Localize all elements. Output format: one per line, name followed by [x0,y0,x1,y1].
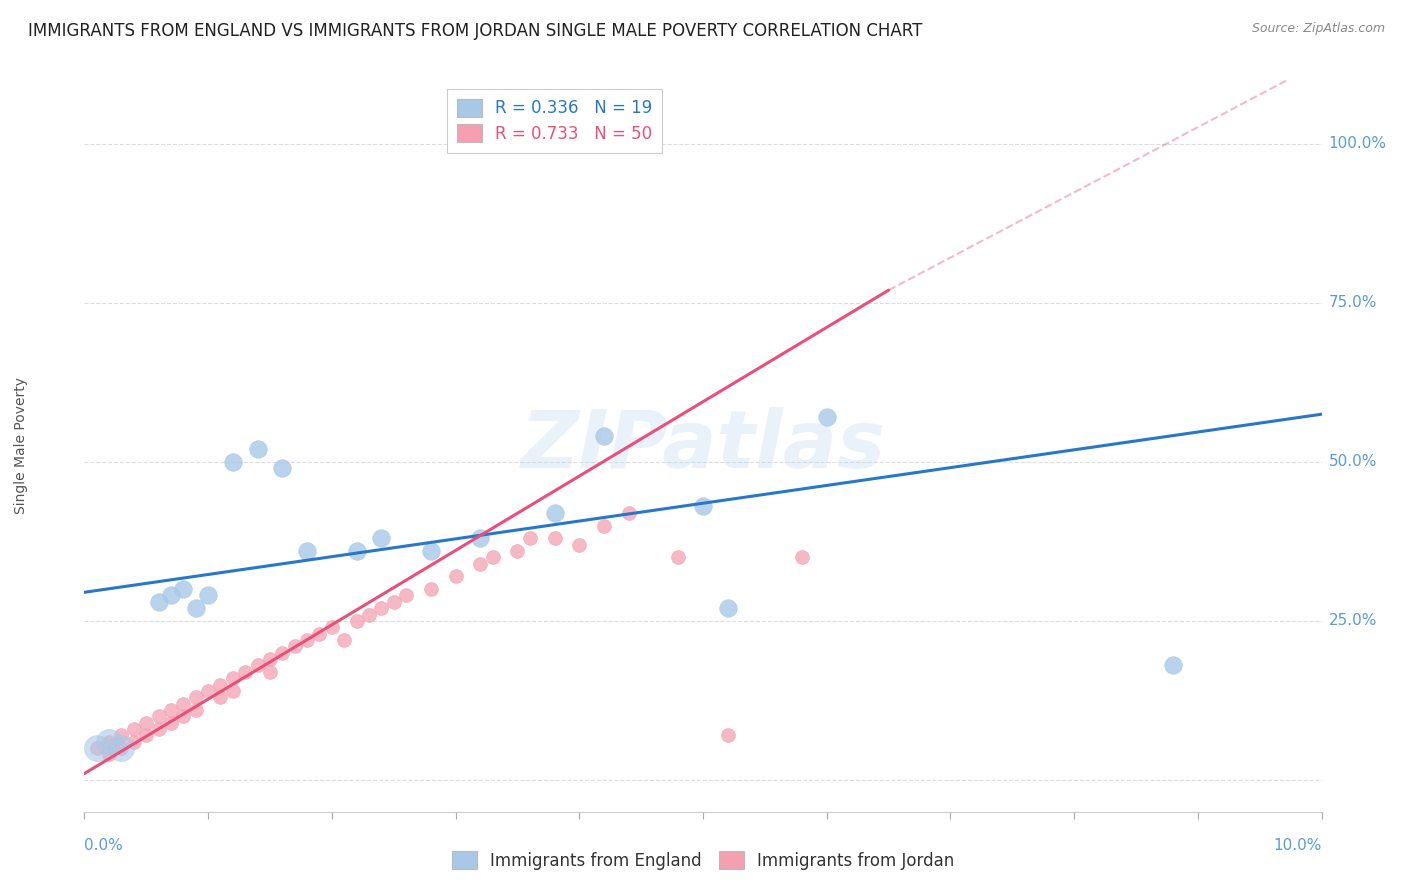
Point [209,677,232,691]
Text: IMMIGRANTS FROM ENGLAND VS IMMIGRANTS FROM JORDAN SINGLE MALE POVERTY CORRELATIO: IMMIGRANTS FROM ENGLAND VS IMMIGRANTS FR… [28,22,922,40]
Point [98,735,121,749]
Point [110,728,132,742]
Point [259,665,281,679]
Point [135,728,157,742]
Point [148,709,170,723]
Text: 0.0%: 0.0% [84,838,124,854]
Point [419,582,441,596]
Point [148,722,170,736]
Point [790,550,813,565]
Point [122,735,145,749]
Point [197,684,219,698]
Point [135,715,157,730]
Point [222,684,245,698]
Point [295,544,318,558]
Point [172,697,194,711]
Point [382,595,405,609]
Point [519,531,541,545]
Point [160,703,183,717]
Point [271,461,294,475]
Point [308,626,330,640]
Text: 100.0%: 100.0% [1329,136,1386,152]
Point [110,741,132,756]
Point [86,741,108,756]
Point [98,735,121,749]
Point [184,601,207,615]
Point [717,728,740,742]
Point [692,500,714,514]
Text: 50.0%: 50.0% [1329,454,1376,469]
Point [617,506,640,520]
Point [295,632,318,647]
Point [246,442,269,457]
Point [233,665,256,679]
Point [271,646,294,660]
Point [184,690,207,705]
Point [110,741,132,756]
Point [506,544,529,558]
Point [346,614,368,628]
Point [717,601,740,615]
Point [444,569,467,583]
Point [246,658,269,673]
Point [197,589,219,603]
Point [815,410,838,425]
Text: 10.0%: 10.0% [1274,838,1322,854]
Point [222,455,245,469]
Point [86,741,108,756]
Point [284,640,307,654]
Point [666,550,689,565]
Point [419,544,441,558]
Point [259,652,281,666]
Point [543,506,565,520]
Point [222,671,245,685]
Point [122,722,145,736]
Point [470,557,492,571]
Point [321,620,343,634]
Point [470,531,492,545]
Point [357,607,380,622]
Text: Single Male Poverty: Single Male Poverty [14,377,28,515]
Text: Source: ZipAtlas.com: Source: ZipAtlas.com [1251,22,1385,36]
Point [209,690,232,705]
Point [346,544,368,558]
Point [160,715,183,730]
Text: ZIPatlas: ZIPatlas [520,407,886,485]
Point [481,550,503,565]
Point [370,531,392,545]
Point [184,703,207,717]
Point [593,429,616,443]
Point [593,518,616,533]
Point [148,595,170,609]
Point [98,747,121,762]
Point [333,632,356,647]
Point [160,589,183,603]
Point [172,709,194,723]
Point [1161,658,1184,673]
Text: 25.0%: 25.0% [1329,614,1376,628]
Legend: Immigrants from England, Immigrants from Jordan: Immigrants from England, Immigrants from… [446,845,960,877]
Point [172,582,194,596]
Point [395,589,418,603]
Point [370,601,392,615]
Text: 75.0%: 75.0% [1329,295,1376,310]
Point [543,531,565,545]
Point [568,538,591,552]
